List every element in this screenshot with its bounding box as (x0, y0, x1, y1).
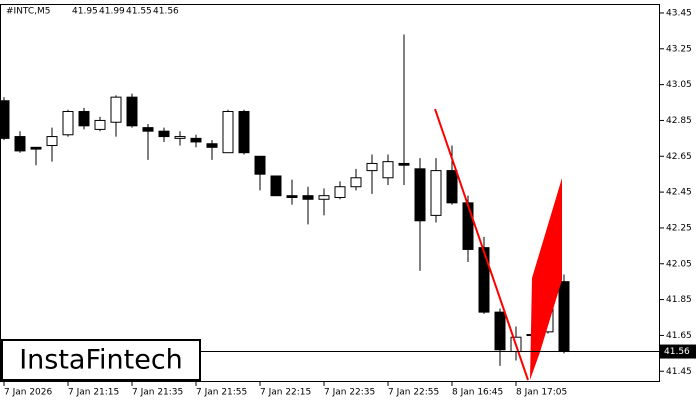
candle-body (158, 130, 170, 138)
candle-body (462, 202, 474, 250)
y-tick-label: 41.65 (666, 331, 692, 341)
y-tick-label: 43.05 (666, 80, 692, 90)
header-close: 41.56 (153, 7, 179, 17)
candle-body (430, 170, 442, 216)
candle-body (286, 195, 298, 198)
y-tick-label: 43.25 (666, 44, 692, 54)
y-tick-label: 42.05 (666, 259, 692, 269)
y-tick-label: 42.45 (666, 188, 692, 198)
x-tick-label: 7 Jan 22:35 (324, 388, 375, 398)
price-label: 41.56 (664, 347, 690, 357)
pattern-pole (434, 108, 529, 381)
x-tick-label: 7 Jan 22:55 (388, 388, 439, 398)
candle-body (382, 161, 394, 179)
x-tick-label: 7 Jan 2026 (4, 388, 52, 398)
pattern-flag (530, 178, 562, 380)
x-tick-label: 8 Jan 17:05 (516, 388, 567, 398)
x-tick-label: 7 Jan 22:15 (260, 388, 311, 398)
candle-body (62, 110, 74, 136)
candle-body (14, 136, 26, 152)
y-tick-label: 42.85 (666, 116, 692, 126)
candle-body (350, 177, 362, 188)
candle-body (334, 186, 346, 198)
header-high: 41.99 (99, 7, 125, 17)
candle-body (398, 162, 410, 166)
logo-box (1, 339, 201, 381)
candle-body (206, 143, 218, 148)
y-tick-label: 41.45 (666, 367, 692, 377)
candle-body (110, 96, 122, 123)
x-tick-label: 8 Jan 16:45 (452, 388, 503, 398)
symbol: #INTC,M5 (6, 7, 51, 17)
candle-body (94, 119, 106, 130)
candle-body (446, 170, 458, 204)
candle-body (254, 155, 266, 175)
candle-body (366, 162, 378, 172)
x-tick-label: 7 Jan 21:35 (132, 388, 183, 398)
candle-body (142, 127, 154, 132)
candle-body (0, 100, 10, 139)
candle-body (238, 110, 250, 154)
candle-body (478, 247, 490, 313)
candle-body (174, 136, 186, 139)
candle-body (126, 96, 138, 127)
candle-body (318, 195, 330, 200)
candle-body (190, 137, 202, 143)
candle-body (30, 146, 42, 150)
candle-body (46, 136, 58, 147)
candle-body (302, 195, 314, 200)
candle-body (494, 311, 506, 351)
y-tick-label: 42.25 (666, 223, 692, 233)
candle-body (270, 175, 282, 197)
y-tick-label: 41.85 (666, 295, 692, 305)
candle-body (558, 281, 570, 353)
candle-body (78, 110, 90, 127)
y-tick-label: 42.65 (666, 152, 692, 162)
header-low: 41.55 (126, 7, 152, 17)
logo: InstaFintech (19, 345, 183, 376)
candle-body (222, 110, 234, 154)
y-tick-label: 43.45 (666, 8, 692, 18)
candle-body (414, 168, 426, 222)
x-tick-label: 7 Jan 21:15 (68, 388, 119, 398)
header-open: 41.95 (72, 7, 98, 17)
price-box (660, 344, 696, 359)
x-tick-label: 7 Jan 21:55 (196, 388, 247, 398)
plot-frame (0, 4, 660, 382)
